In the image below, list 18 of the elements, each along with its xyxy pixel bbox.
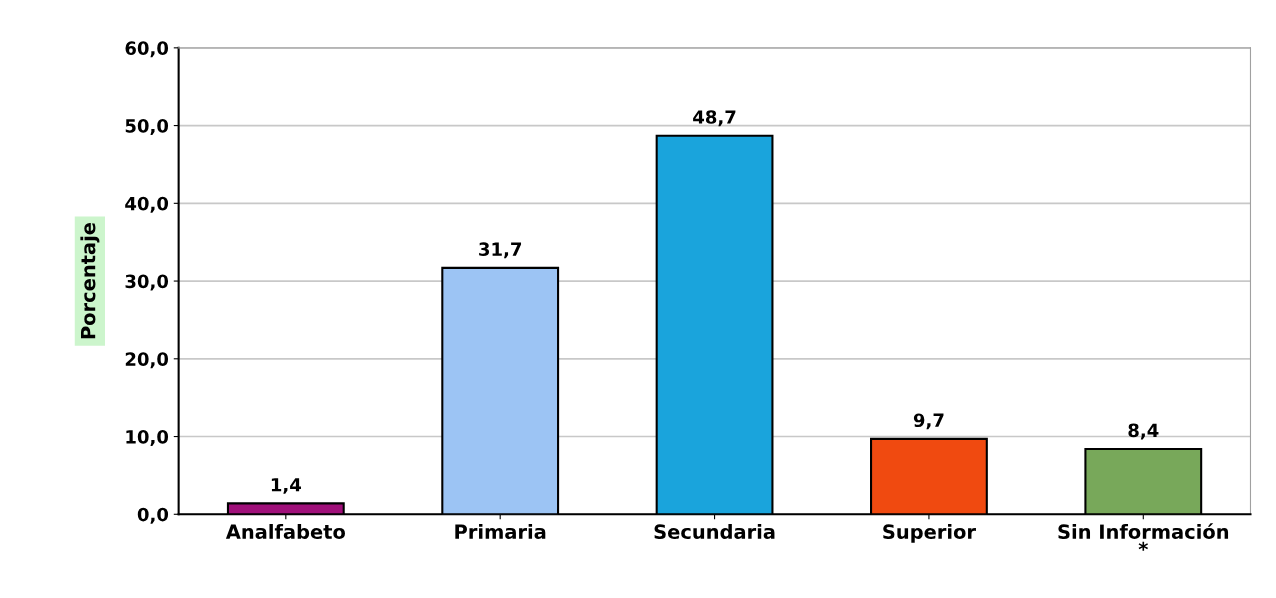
x-tick-label: Analfabeto [225, 524, 345, 540]
x-tick-label: Primaria [455, 524, 546, 540]
y-tick-label: 10,0 [126, 430, 169, 446]
y-tick-label: 20,0 [125, 352, 169, 369]
y-tick-label: 0,0 [137, 507, 169, 524]
x-tick-label: Superior [883, 524, 976, 543]
y-tick-label: 60,0 [125, 41, 169, 58]
y-tick-label: 40,0 [125, 196, 169, 213]
y-axis-title: Porcentaje [80, 222, 100, 339]
data-label: 31,7 [479, 242, 522, 259]
x-tick-label: Secundaria [654, 524, 775, 540]
y-tick-label: 30,0 [125, 274, 169, 291]
data-label: 8,4 [1128, 423, 1159, 440]
data-label: 9,7 [913, 413, 944, 430]
data-label: 1,4 [271, 478, 301, 494]
y-tick-label: 50,0 [125, 119, 169, 135]
data-label: 48,7 [693, 110, 736, 127]
x-tick-label: Sin Información * [1058, 523, 1229, 551]
